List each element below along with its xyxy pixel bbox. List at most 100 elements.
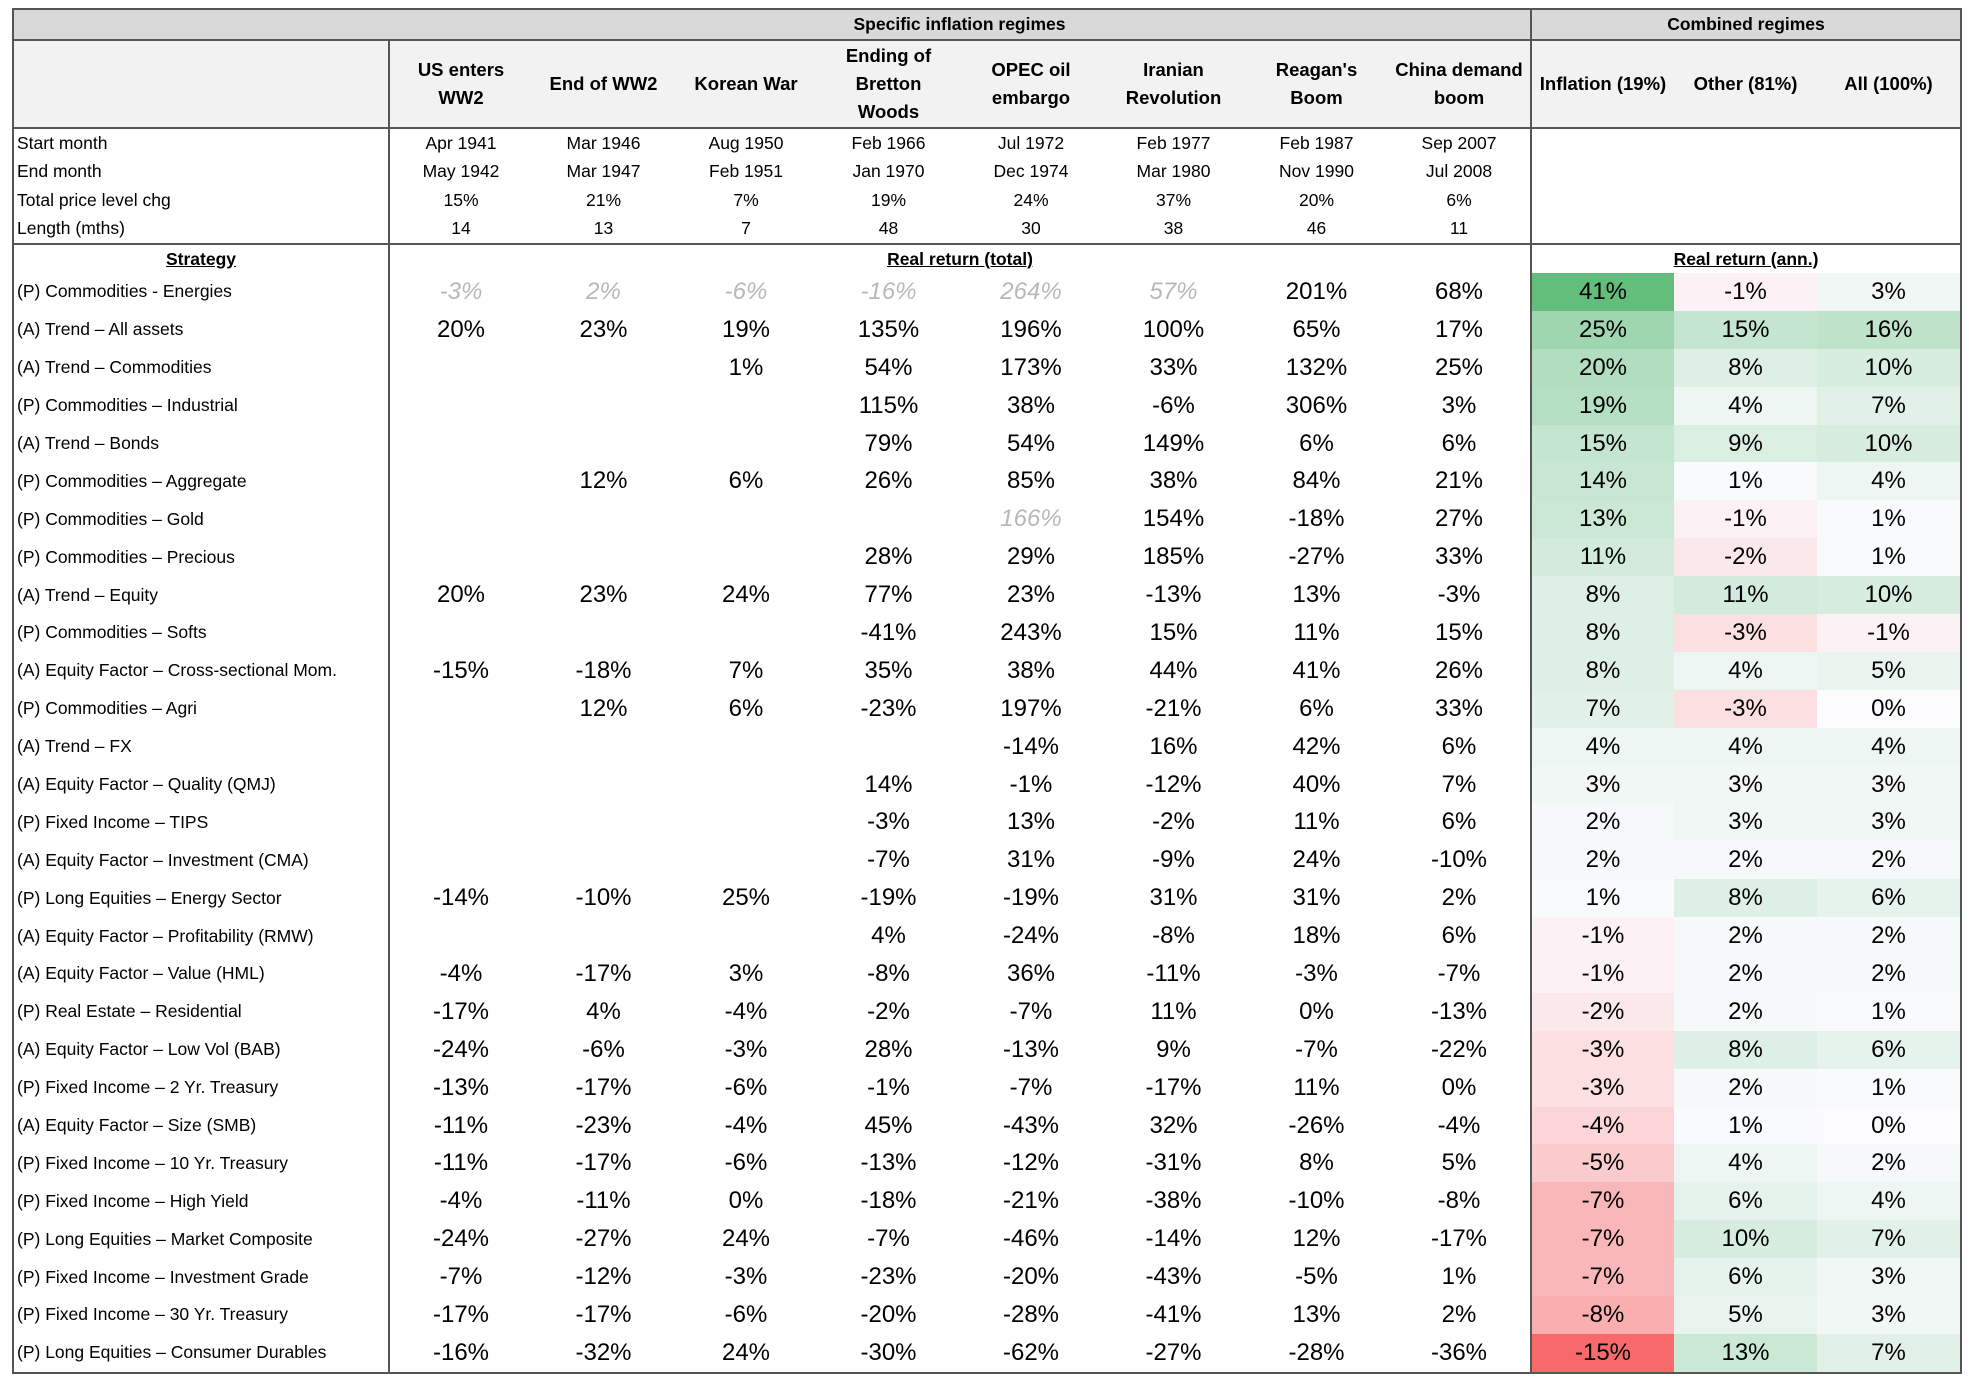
combined-return: 2% bbox=[1674, 917, 1817, 956]
regime-return: 15% bbox=[1149, 618, 1198, 646]
combined-return: 1% bbox=[1817, 992, 1963, 1031]
combined-return: 11% bbox=[1674, 576, 1817, 615]
strategy-row: (P) Long Equities – Energy Sector -14% -10… bbox=[12, 879, 1963, 918]
regime-return: -36% bbox=[1388, 1333, 1531, 1374]
meta-value: 7% bbox=[733, 189, 759, 210]
regime-header-line: Korean War bbox=[694, 73, 798, 94]
strategy-row: (P) Fixed Income – 2 Yr. Treasury -13% -17… bbox=[12, 1068, 1963, 1107]
regime-return: 11% bbox=[1293, 1073, 1340, 1101]
regime-return bbox=[388, 689, 532, 728]
combined-return: 15% bbox=[1530, 424, 1674, 463]
regime-return: 115% bbox=[858, 391, 919, 419]
strategy-row: (A) Trend – All assets 20% 23% 19% 135% 196% 1… bbox=[12, 310, 1963, 349]
regime-return: -14% bbox=[388, 879, 532, 918]
combined-return: 10% bbox=[1817, 348, 1963, 387]
regime-return bbox=[817, 728, 960, 766]
regime-return: -28% bbox=[1002, 1300, 1060, 1328]
combined-return: -7% bbox=[1530, 1258, 1674, 1297]
meta-combined-blank bbox=[1674, 158, 1817, 187]
combined-header: All (100%) bbox=[1817, 40, 1963, 129]
combined-return: 6% bbox=[1817, 879, 1963, 918]
strategy-name: (A) Equity Factor – Profitability (RMW) bbox=[12, 917, 389, 956]
strategy-name: (A) Equity Factor – Low Vol (BAB) bbox=[12, 1030, 389, 1069]
meta-value: 21% bbox=[585, 189, 622, 210]
regime-return: -5% bbox=[1295, 1263, 1338, 1291]
regime-return: -7% bbox=[1009, 1073, 1053, 1101]
strategy-name: (P) Commodities – Agri bbox=[12, 689, 389, 728]
combined-return: -3% bbox=[1530, 1068, 1674, 1107]
combined-return: 3% bbox=[1817, 1296, 1963, 1334]
regime-return: 3% bbox=[1441, 391, 1477, 419]
regime-return: -14% bbox=[1002, 732, 1060, 760]
regime-return: -8% bbox=[1152, 922, 1195, 950]
combined-return: -5% bbox=[1530, 1144, 1674, 1183]
regime-return: -19% bbox=[1002, 884, 1060, 912]
combined-return: -3% bbox=[1674, 614, 1817, 652]
meta-value: Aug 1950 bbox=[708, 132, 784, 153]
regime-header: Iranian Revolution bbox=[1102, 40, 1245, 129]
strategy-name: (P) Long Equities – Energy Sector bbox=[12, 879, 389, 918]
combined-return: 4% bbox=[1674, 651, 1817, 690]
regime-return: 14% bbox=[864, 770, 913, 798]
regime-return: 1% bbox=[1441, 1263, 1477, 1291]
regime-return: 6% bbox=[1299, 694, 1334, 722]
meta-value: Jan 1970 bbox=[852, 161, 925, 182]
regime-return: 28% bbox=[864, 1035, 913, 1063]
regime-header-line: Revolution bbox=[1125, 87, 1222, 108]
table-body: Specific inflation regimes Combined regi… bbox=[12, 8, 1963, 1374]
combined-return: 8% bbox=[1674, 348, 1817, 387]
regime-return: 84% bbox=[1292, 467, 1341, 495]
regime-return: 25% bbox=[1434, 353, 1484, 381]
combined-return: 5% bbox=[1674, 1296, 1817, 1334]
regime-return: -13% bbox=[1430, 997, 1488, 1025]
regime-return: -46% bbox=[1002, 1225, 1060, 1253]
regime-return: 6% bbox=[1441, 808, 1477, 836]
regime-return bbox=[532, 500, 675, 538]
regime-return: -13% bbox=[1145, 581, 1202, 609]
regime-return: -6% bbox=[724, 1149, 768, 1177]
regime-return: 38% bbox=[1149, 467, 1198, 495]
regime-return: 57% bbox=[1149, 277, 1198, 305]
regime-return: -23% bbox=[860, 1263, 917, 1291]
combined-return: -2% bbox=[1674, 538, 1817, 577]
strategy-name: (A) Equity Factor – Cross-sectional Mom. bbox=[12, 651, 389, 690]
regime-return: 5% bbox=[1441, 1149, 1477, 1177]
regime-return: 4% bbox=[871, 922, 906, 950]
regime-return: 2% bbox=[586, 277, 621, 305]
regime-return: -10% bbox=[1288, 1187, 1345, 1215]
combined-return: 0% bbox=[1817, 689, 1963, 728]
combined-return: 4% bbox=[1817, 727, 1963, 766]
regime-return: -28% bbox=[1245, 1333, 1388, 1374]
regime-return: -4% bbox=[1437, 1111, 1481, 1139]
regime-return: 8% bbox=[1299, 1149, 1334, 1177]
strategy-row: (P) Commodities – Industrial 115% 38% -6% 30… bbox=[12, 386, 1963, 425]
regime-return: -17% bbox=[575, 959, 632, 987]
combined-return: 7% bbox=[1817, 386, 1963, 425]
combined-return: -1% bbox=[1817, 614, 1963, 652]
regime-return: -7% bbox=[1009, 997, 1053, 1025]
strategy-name: (A) Equity Factor – Quality (QMJ) bbox=[12, 765, 389, 804]
regime-return: 26% bbox=[1434, 656, 1484, 684]
column-header-row: US enters WW2 End of WW2 Korean War Ending o… bbox=[12, 40, 1963, 129]
combined-return: 10% bbox=[1674, 1220, 1817, 1259]
regime-return: -17% bbox=[1430, 1225, 1488, 1253]
regime-return bbox=[675, 728, 817, 766]
regime-return: -18% bbox=[1288, 505, 1345, 533]
regime-return bbox=[675, 766, 817, 804]
combined-return: 8% bbox=[1674, 879, 1817, 918]
regime-return: -10% bbox=[1430, 846, 1488, 874]
regime-return: -16% bbox=[860, 277, 917, 305]
combined-return: 5% bbox=[1817, 651, 1963, 690]
regime-return: 7% bbox=[1441, 770, 1477, 798]
combined-return: 25% bbox=[1530, 310, 1674, 349]
regime-header-line: China demand bbox=[1395, 59, 1523, 80]
regime-return bbox=[388, 803, 532, 842]
regime-return: 0% bbox=[728, 1187, 764, 1215]
strategy-name: (P) Fixed Income – 2 Yr. Treasury bbox=[12, 1068, 389, 1107]
regime-return: -27% bbox=[1102, 1333, 1245, 1374]
regime-return: 6% bbox=[1441, 922, 1477, 950]
regime-return: -18% bbox=[575, 656, 632, 684]
regime-return: -13% bbox=[1002, 1035, 1060, 1063]
meta-value: 30 bbox=[960, 214, 1102, 245]
meta-value: Jul 1972 bbox=[997, 132, 1065, 153]
